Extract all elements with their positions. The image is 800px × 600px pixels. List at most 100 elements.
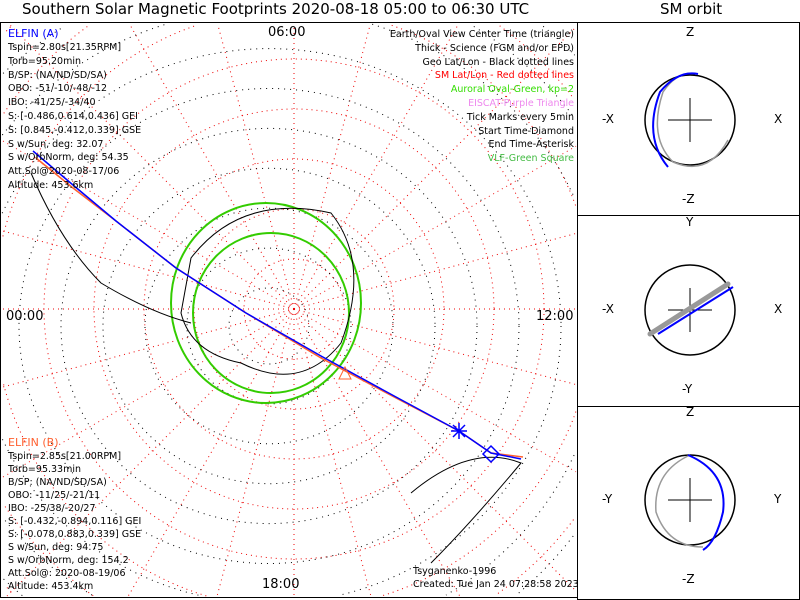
sm-longitude-line: [293, 232, 577, 310]
sm-longitude-line: [129, 23, 295, 310]
orbit-plots: [644, 72, 736, 551]
time-label-left: 00:00: [6, 309, 44, 324]
legend-entry: Start Time-Diamond: [478, 125, 574, 137]
geo-latitude-circle: [228, 287, 310, 365]
legend-entry: VLF-Green Square: [487, 153, 574, 165]
sm-longitude-line: [293, 308, 577, 592]
orbit-axis-label-left: -X: [602, 302, 614, 316]
elfin-b-info-line: S: [-0.078,0.883,0.339] GSE: [8, 529, 142, 540]
elfin-b-name: ELFIN (B): [8, 436, 59, 449]
sm-longitude-line: [216, 308, 295, 597]
time-label-bottom: 18:00: [262, 577, 300, 592]
elfin-b-info-line: Torb=95.33min: [8, 464, 82, 475]
orbit-axis-label-bottom: -Z: [682, 572, 695, 586]
legend-entry: Thick - Science (FGM and/or EPD): [415, 42, 574, 54]
sm-latitude-circle: [3, 25, 574, 597]
elfin-a-info-line: S: [-0.486,0.614,0.436] GEI: [8, 110, 138, 122]
antarctica-coastline: [180, 207, 355, 375]
elfin-b-orbit: [647, 281, 731, 337]
legend-entry: Tick Marks every 5min: [466, 111, 574, 123]
sm-longitude-line: [293, 23, 371, 310]
legend-entry: Earth/Oval View Center Time (triangle): [389, 29, 574, 40]
orbit-axis-label-top: Z: [686, 405, 695, 419]
elfin-a-info-line: S: [0.845,-0.412,0.339] GSE: [8, 124, 142, 136]
elfin-b-track: [35, 157, 524, 458]
elfin-a-info-line: B/SP: (NA/ND/SD/SA): [8, 69, 107, 81]
elfin-b-info: ELFIN (B) Tspin=2.85s[21.00RPM] Torb=95.3…: [8, 436, 141, 593]
elfin-b-info-line: S: [-0.432,-0.894,0.116] GEI: [8, 516, 142, 527]
orbit-axis-label-left: -X: [602, 112, 614, 126]
elfin-b-info-line: Altitude: 453.4km: [8, 581, 94, 592]
sm-longitude-line: [1, 230, 295, 310]
legend-entry: Auroral Oval-Green, kp=2: [450, 84, 574, 96]
elfin-b-info-line: S w/Sun, deg: 94.75: [8, 542, 104, 553]
coastline: [30, 172, 192, 324]
sm-longitude-line: [217, 23, 295, 310]
elfin-b-info-line: IBO: -25/38/-20/27: [8, 503, 96, 514]
elfin-a-orbit: [687, 454, 725, 551]
elfin-b-info-line: S w/OrbNorm, deg: 154.2: [8, 555, 129, 566]
sm-latitude-circle: [143, 158, 445, 460]
orbit-axis-label-left: -Y: [602, 492, 613, 506]
legend-entry: Geo Lat/Lon - Black dotted lines: [422, 56, 574, 68]
orbit-axis-label-bottom: -Z: [682, 192, 695, 206]
orbit-axis-label-right: X: [774, 112, 783, 126]
sm-longitude-line: [127, 308, 295, 597]
elfin-a-info-line: Torb=95.20min: [8, 55, 82, 67]
elfin-a-info-line: Altitude: 453.6km: [8, 179, 94, 191]
sm-longitude-line: [293, 308, 461, 597]
view-center-triangle: [338, 365, 352, 380]
sm-latitude-circle: [5, 25, 12, 593]
auroral-oval-inner: [192, 232, 350, 394]
geo-latitude-circle: [2, 25, 574, 596]
orbit-axis-label-right: Y: [774, 492, 782, 506]
legend-entry: EISCAT-Purple Triangle: [468, 97, 574, 109]
elfin-a-orbit: [657, 286, 734, 335]
geo-latitude-circle: [1, 23, 575, 596]
elfin-a-info-line: OBO: -51/-10/-48/-12: [8, 83, 108, 95]
start-diamond: [481, 444, 501, 464]
sm-longitude-line: [1, 139, 295, 310]
elfin-a-track: [32, 150, 522, 460]
elfin-b-info-line: OBO: -11/25/-21/11: [8, 490, 101, 501]
time-label-right: 12:00: [536, 309, 574, 324]
orbit-axis-label-top: Y: [686, 215, 694, 229]
elfin-a-info-line: Tspin=2.80s[21.35RPM]: [8, 42, 122, 53]
sm-longitude-line: [293, 308, 577, 473]
geo-latitude-circle: [60, 127, 478, 525]
plot-title: Southern Solar Magnetic Footprints 2020-…: [22, 0, 530, 18]
end-asterisk: [451, 423, 467, 439]
orbit-axis-label-bottom: -Y: [682, 382, 693, 396]
orbit-axis-label-top: Z: [686, 25, 695, 39]
model-label: Tsyganenko-1996: [413, 566, 497, 577]
elfin-a-info: ELFIN (A) Tspin=2.80s[21.35RPM] Torb=95.2…: [8, 27, 141, 193]
sm-longitude-line: [293, 145, 577, 310]
created-label: Created: Tue Jan 24 07:28:58 2023: [413, 579, 579, 590]
elfin-a-name: ELFIN (A): [8, 27, 59, 40]
sm-longitude-line: [8, 23, 295, 310]
legend-entry: End Time-Asterisk: [488, 139, 574, 151]
elfin-b-orbit: [655, 454, 704, 548]
earth-circle: [644, 264, 736, 356]
auroral-oval-outer: [170, 202, 362, 404]
elfin-b-info-line: B/SP: (NA/ND/SD/SA): [8, 477, 107, 488]
earth-circle: [644, 74, 736, 166]
legend: Earth/Oval View Center Time (triangle) Th…: [390, 28, 574, 166]
sm-longitude-line: [1, 308, 295, 479]
elfin-a-orbit: [652, 72, 699, 168]
legend-entry: SM Lat/Lon - Red dotted lines: [434, 70, 574, 82]
elfin-b-info-line: Att.Sol@: 2020-08-19/06: [8, 568, 126, 579]
geo-latitude-circle: [18, 88, 520, 564]
orbit-title: SM orbit: [660, 0, 723, 18]
map-panel: [0, 22, 578, 598]
coastline: [410, 456, 522, 564]
elfin-b-info-line: Tspin=2.85s[21.00RPM]: [8, 451, 122, 462]
elfin-a-info-line: Att.Sol@2020-08-17/06: [8, 166, 120, 178]
time-label-top: 06:00: [268, 25, 306, 40]
orbit-axis-label-right: X: [774, 302, 783, 316]
elfin-a-info-line: S w/Sun, deg: 32.07: [8, 138, 104, 150]
elfin-a-info-line: IBO: -41/25/-34/40: [8, 97, 96, 109]
sm-longitude-line: [1, 308, 295, 388]
elfin-a-info-line: S w/OrbNorm, deg: 54.35: [8, 152, 129, 164]
